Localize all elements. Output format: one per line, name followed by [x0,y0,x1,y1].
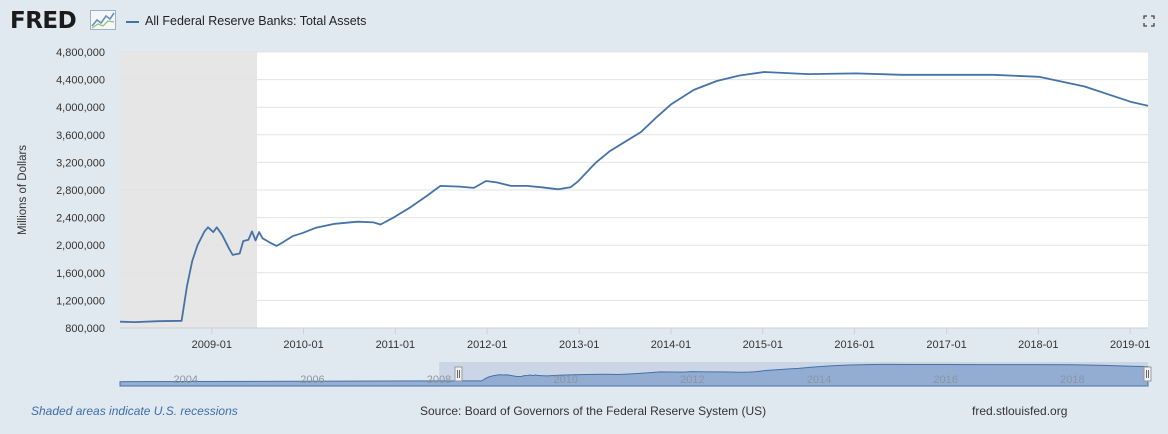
navigator-tick-label: 2012 [680,374,704,386]
navigator-handle-right[interactable] [1143,366,1152,382]
navigator-tick-label: 2010 [554,374,578,386]
x-tick-label: 2011-01 [376,339,416,351]
x-tick-label: 2019-01 [1110,339,1150,351]
x-tick-label: 2015-01 [743,339,783,351]
fred-logo-graph-icon [90,10,116,30]
x-tick-label: 2016-01 [834,339,874,351]
y-axis-ticks: 800,000 1,200,000 1,600,000 2,000,000 2,400,… [56,47,105,335]
navigator-handle-left[interactable] [454,366,463,382]
y-tick-label: 3,600,000 [56,130,105,142]
x-tick-label: 2009-01 [192,339,232,351]
navigator[interactable]: 2004 2006 2008 2010 2012 2014 2016 2018 [119,362,1152,387]
navigator-ticks: 2004 2006 2008 2010 2012 2014 2016 2018 [173,374,1084,386]
y-tick-label: 4,400,000 [56,75,105,87]
legend[interactable]: All Federal Reserve Banks: Total Assets [126,14,366,28]
x-tick-label: 2018-01 [1018,339,1058,351]
y-tick-label: 3,200,000 [56,157,105,169]
x-tick-label: 2014-01 [651,339,691,351]
navigator-handle-left-box[interactable] [454,366,463,382]
x-tick-label: 2012-01 [467,339,507,351]
y-tick-label: 4,000,000 [56,102,105,114]
legend-line-swatch [126,20,139,23]
y-tick-label: 4,800,000 [56,47,105,59]
fullscreen-icon[interactable] [1143,15,1155,27]
chart-header: FRED All Federal Reserve Banks: Total As… [0,0,1168,46]
y-tick-label: 2,800,000 [56,185,105,197]
y-tick-label: 2,400,000 [56,213,105,225]
chart: 800,000 1,200,000 1,600,000 2,000,000 2,400,… [56,47,1152,387]
y-tick-label: 1,200,000 [56,295,105,307]
y-tick-label: 1,600,000 [56,268,105,280]
x-tick-label: 2010-01 [283,339,323,351]
source-note: Source: Board of Governors of the Federa… [420,404,767,418]
y-tick-label: 2,000,000 [56,240,105,252]
recession-note[interactable]: Shaded areas indicate U.S. recessions [31,404,238,418]
series-line-total-assets [119,71,1149,323]
navigator-tick-label: 2014 [807,374,831,386]
fred-logo[interactable]: FRED [10,8,77,34]
legend-label: All Federal Reserve Banks: Total Assets [145,14,367,28]
x-tick-label: 2013-01 [559,339,599,351]
navigator-tick-label: 2018 [1060,374,1084,386]
y-tick-label: 800,000 [65,323,105,335]
navigator-handle-right-box[interactable] [1143,366,1152,382]
navigator-tick-label: 2008 [427,374,451,386]
navigator-tick-label: 2016 [933,374,957,386]
x-axis-ticks: 2009-01 2010-01 2011-01 2012-01 2013-01 2014-… [192,328,1150,351]
site-link[interactable]: fred.stlouisfed.org [972,404,1068,418]
navigator-tick-label: 2004 [173,374,197,386]
navigator-tick-label: 2006 [300,374,324,386]
x-tick-label: 2017-01 [926,339,966,351]
navigator-series-area [119,363,1149,387]
